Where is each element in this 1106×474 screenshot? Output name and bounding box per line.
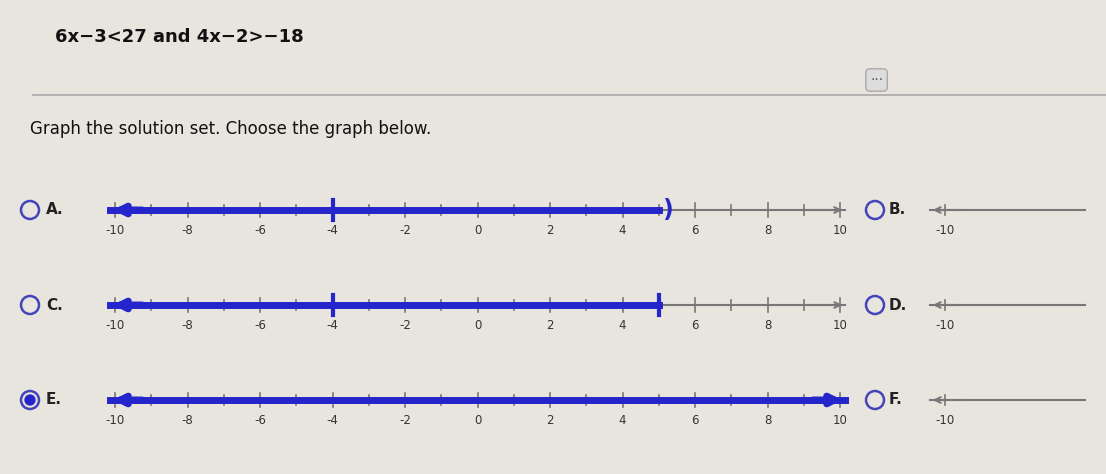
Text: 0: 0 (473, 319, 481, 332)
Text: -4: -4 (326, 414, 338, 427)
Circle shape (866, 201, 884, 219)
Text: -2: -2 (399, 224, 411, 237)
Text: Graph the solution set. Choose the graph below.: Graph the solution set. Choose the graph… (30, 120, 431, 138)
Text: E.: E. (46, 392, 62, 408)
Text: -8: -8 (181, 414, 194, 427)
Text: -10: -10 (936, 319, 954, 332)
Text: 6: 6 (691, 224, 699, 237)
Text: -8: -8 (181, 224, 194, 237)
Circle shape (866, 391, 884, 409)
Text: -8: -8 (181, 319, 194, 332)
Text: 6x−3<27 and 4x−2>−18: 6x−3<27 and 4x−2>−18 (55, 28, 304, 46)
Text: 6: 6 (691, 414, 699, 427)
Text: -10: -10 (936, 414, 954, 427)
Text: 10: 10 (833, 414, 847, 427)
Text: 4: 4 (618, 224, 626, 237)
Text: -10: -10 (936, 224, 954, 237)
Text: ···: ··· (870, 73, 883, 87)
Text: 2: 2 (546, 224, 554, 237)
Circle shape (21, 296, 39, 314)
Text: -10: -10 (105, 414, 125, 427)
Text: 4: 4 (618, 319, 626, 332)
Text: 10: 10 (833, 224, 847, 237)
Text: -10: -10 (105, 224, 125, 237)
Text: 0: 0 (473, 224, 481, 237)
Text: -6: -6 (254, 224, 265, 237)
Text: 2: 2 (546, 414, 554, 427)
Text: -2: -2 (399, 414, 411, 427)
Text: -2: -2 (399, 319, 411, 332)
Text: 10: 10 (833, 319, 847, 332)
Text: C.: C. (46, 298, 63, 312)
Circle shape (21, 201, 39, 219)
Text: F.: F. (889, 392, 902, 408)
Text: 6: 6 (691, 319, 699, 332)
Text: B.: B. (889, 202, 906, 218)
Text: 8: 8 (764, 414, 771, 427)
Circle shape (21, 391, 39, 409)
Text: ): ) (661, 198, 672, 222)
Text: D.: D. (889, 298, 907, 312)
Text: 8: 8 (764, 319, 771, 332)
Text: 4: 4 (618, 414, 626, 427)
Text: 0: 0 (473, 414, 481, 427)
Text: -10: -10 (105, 319, 125, 332)
Circle shape (25, 395, 35, 405)
Text: -4: -4 (326, 224, 338, 237)
Text: -6: -6 (254, 414, 265, 427)
Text: -6: -6 (254, 319, 265, 332)
Text: -4: -4 (326, 319, 338, 332)
Text: A.: A. (46, 202, 64, 218)
Circle shape (866, 296, 884, 314)
Text: 2: 2 (546, 319, 554, 332)
Text: 8: 8 (764, 224, 771, 237)
